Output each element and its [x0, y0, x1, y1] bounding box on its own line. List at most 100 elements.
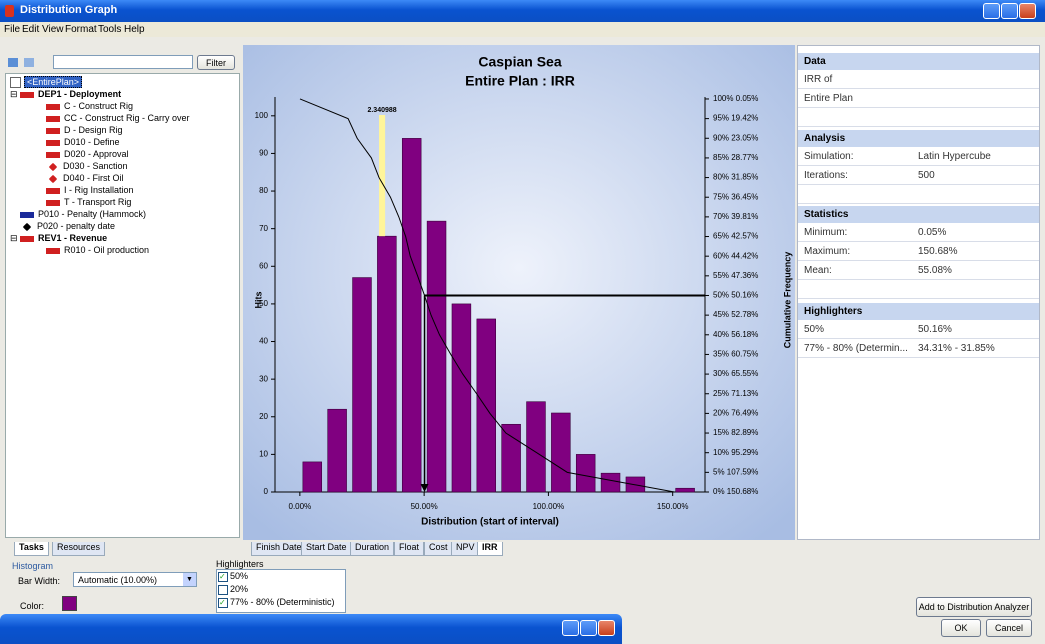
- tree-item[interactable]: P020 - penalty date: [20, 221, 115, 231]
- tree-item[interactable]: P010 - Penalty (Hammock): [20, 209, 146, 219]
- tab[interactable]: Start Date: [301, 542, 352, 556]
- tree-item[interactable]: D030 - Sanction: [46, 161, 128, 171]
- collapse-icon[interactable]: [24, 58, 34, 67]
- y-tick-label: 80: [259, 186, 268, 195]
- y2-tick-label: 20% 76.49%: [713, 409, 758, 418]
- x-tick-label: 0.00%: [289, 502, 312, 511]
- minimize-button[interactable]: [983, 3, 1000, 19]
- checkbox[interactable]: ✓: [218, 571, 228, 582]
- filter-input[interactable]: [53, 55, 193, 69]
- y2-tick-label: 30% 65.55%: [713, 369, 758, 378]
- detail-key: Maximum:: [804, 246, 851, 257]
- y2-tick-label: 5% 107.59%: [713, 467, 758, 476]
- detail-row: Maximum: 150.68%: [798, 243, 1039, 261]
- tab[interactable]: Duration: [350, 542, 395, 556]
- tab[interactable]: Float: [394, 542, 425, 556]
- bar: [352, 277, 372, 493]
- menu-item[interactable]: Edit: [22, 24, 40, 35]
- bar: [600, 472, 621, 493]
- tab[interactable]: Cost: [424, 542, 453, 556]
- tree-label: T - Transport Rig: [64, 197, 132, 207]
- y-tick-label: 70: [259, 224, 268, 233]
- highlighter-item[interactable]: ✓ 77% - 80% (Deterministic): [218, 597, 335, 608]
- title-bar: Distribution Graph: [0, 0, 1045, 22]
- tree-item[interactable]: CC - Construct Rig - Carry over: [46, 113, 190, 123]
- tree-item[interactable]: I - Rig Installation: [46, 185, 134, 195]
- tab[interactable]: Finish Date: [251, 542, 307, 556]
- close-button[interactable]: [1019, 3, 1036, 19]
- tree-item[interactable]: D040 - First Oil: [46, 173, 124, 183]
- tree-label: D030 - Sanction: [63, 161, 128, 171]
- detail-row: 77% - 80% (Determin... 34.31% - 31.85%: [798, 340, 1039, 358]
- tab[interactable]: Resources: [52, 542, 106, 556]
- section-header: Statistics: [798, 206, 1039, 223]
- detail-row: 50% 50.16%: [798, 321, 1039, 339]
- tab[interactable]: IRR: [477, 542, 503, 556]
- ok-button[interactable]: OK: [941, 619, 981, 637]
- tree-item[interactable]: D - Design Rig: [46, 125, 123, 135]
- tab[interactable]: NPV: [451, 542, 480, 556]
- tree-item[interactable]: C - Construct Rig: [46, 101, 133, 111]
- add-to-analyzer-button[interactable]: Add to Distribution Analyzer: [916, 597, 1032, 617]
- chart-subtitle: Entire Plan : IRR: [465, 73, 575, 89]
- tree-item[interactable]: <EntirePlan>: [24, 76, 83, 88]
- checkbox[interactable]: [218, 584, 228, 595]
- maximize-button[interactable]: [1001, 3, 1018, 19]
- maximize-button[interactable]: [580, 620, 597, 636]
- bar: [401, 138, 422, 493]
- task-tree: <EntirePlan> ⊟ DEP1 - Deployment C - Con…: [5, 73, 240, 538]
- select-value: Automatic (10.00%): [78, 575, 158, 585]
- close-button[interactable]: [598, 620, 615, 636]
- field-label: Bar Width:: [18, 576, 61, 586]
- detail-value: 55.08%: [918, 265, 952, 276]
- detail-row: [798, 109, 1039, 127]
- bar: [551, 412, 571, 493]
- y-tick-label: 100: [255, 111, 269, 120]
- bar-width-select[interactable]: Automatic (10.00%) ▼: [73, 572, 197, 587]
- y2-tick-label: 40% 56.18%: [713, 330, 758, 339]
- expand-icon[interactable]: [8, 58, 18, 67]
- detail-row: Minimum: 0.05%: [798, 224, 1039, 242]
- detail-text: IRR of: [804, 74, 833, 85]
- y2-tick-label: 85% 28.77%: [713, 153, 758, 162]
- highlighter-item[interactable]: 20%: [218, 584, 248, 595]
- tree-item[interactable]: ⊟ DEP1 - Deployment: [10, 89, 122, 99]
- bar: [426, 220, 447, 493]
- y2-tick-label: 95% 19.42%: [713, 114, 758, 123]
- menu-item[interactable]: Tools: [98, 24, 122, 35]
- y2-tick-label: 0% 150.68%: [713, 487, 758, 496]
- x-tick-label: 50.00%: [411, 502, 438, 511]
- cancel-button[interactable]: Cancel: [986, 619, 1032, 637]
- filter-button[interactable]: Filter: [197, 55, 235, 70]
- color-swatch[interactable]: [62, 596, 77, 611]
- detail-row: Simulation: Latin Hypercube: [798, 148, 1039, 166]
- tree-item[interactable]: D010 - Define: [46, 137, 120, 147]
- marker-arrow: [420, 484, 429, 492]
- minimize-button[interactable]: [562, 620, 579, 636]
- menu-item[interactable]: File: [4, 24, 21, 35]
- y-tick-label: 40: [259, 337, 268, 346]
- menu-item[interactable]: Help: [124, 24, 145, 35]
- detail-value: 50.16%: [918, 324, 952, 335]
- tree-item[interactable]: R010 - Oil production: [46, 245, 149, 255]
- tree-item[interactable]: ⊟ REV1 - Revenue: [10, 233, 108, 243]
- menu-item[interactable]: Format: [65, 24, 97, 35]
- menu-item[interactable]: View: [42, 24, 64, 35]
- tree-item[interactable]: T - Transport Rig: [46, 197, 131, 207]
- tab[interactable]: Tasks: [14, 542, 49, 556]
- checkbox[interactable]: ✓: [218, 597, 228, 608]
- y2-tick-label: 25% 71.13%: [713, 389, 758, 398]
- tree-item[interactable]: D020 - Approval: [46, 149, 129, 159]
- detail-text: Entire Plan: [804, 93, 853, 104]
- chart-title: Caspian Sea: [478, 54, 561, 70]
- highlight-band: [379, 115, 386, 237]
- highlighter-item[interactable]: ✓ 50%: [218, 571, 248, 582]
- y-tick-label: 50: [259, 299, 268, 308]
- bar: [476, 318, 496, 493]
- details-panel: Data IRR of Entire Plan Analysis Simulat…: [797, 45, 1040, 540]
- detail-key: 77% - 80% (Determin...: [804, 343, 908, 354]
- menu-bar: File Edit View Format Tools Help: [0, 22, 1045, 37]
- y2-tick-label: 55% 47.36%: [713, 271, 758, 280]
- bar: [675, 487, 695, 493]
- root-icon: [10, 77, 21, 89]
